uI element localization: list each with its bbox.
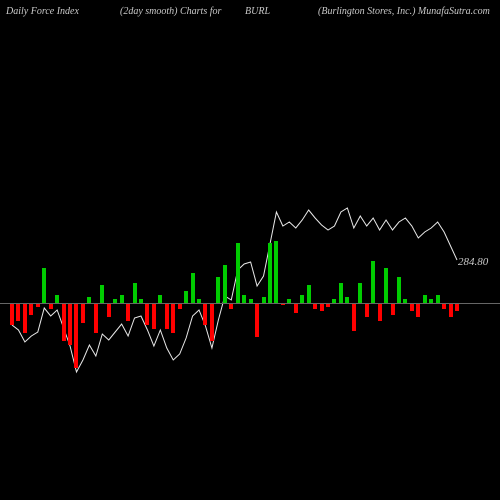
force-index-chart: Daily Force Index (2day smooth) Charts fo… xyxy=(0,0,500,500)
price-line-svg xyxy=(0,0,500,500)
force-bar xyxy=(133,283,137,303)
force-bar xyxy=(378,303,382,321)
force-bar xyxy=(120,295,124,303)
force-bar xyxy=(100,285,104,303)
title-segment: (2day smooth) Charts for xyxy=(120,6,221,17)
force-bar xyxy=(203,303,207,325)
force-bar xyxy=(107,303,111,317)
force-bar xyxy=(94,303,98,333)
force-bar xyxy=(294,303,298,313)
force-bar xyxy=(55,295,59,303)
force-bar xyxy=(449,303,453,317)
force-bar xyxy=(307,285,311,303)
last-value-label: 284.80 xyxy=(458,256,488,268)
force-bar xyxy=(255,303,259,337)
force-bar xyxy=(184,291,188,303)
force-bar xyxy=(23,303,27,333)
force-bar xyxy=(81,303,85,323)
force-bar xyxy=(10,303,14,325)
force-bar xyxy=(29,303,33,315)
force-bar xyxy=(223,265,227,303)
force-bar xyxy=(74,303,78,368)
force-bar xyxy=(171,303,175,333)
force-bar xyxy=(16,303,20,321)
force-bar xyxy=(358,283,362,303)
force-bar xyxy=(152,303,156,329)
force-bar xyxy=(126,303,130,321)
force-bar xyxy=(216,277,220,303)
force-bar xyxy=(158,295,162,303)
force-bar xyxy=(455,303,459,311)
force-bar xyxy=(165,303,169,329)
force-bar xyxy=(274,241,278,303)
plot-area xyxy=(0,0,500,500)
force-bar xyxy=(242,295,246,303)
title-segment: BURL xyxy=(245,6,270,17)
title-segment: Daily Force Index xyxy=(6,6,79,17)
force-bar xyxy=(145,303,149,325)
force-bar xyxy=(300,295,304,303)
force-bar xyxy=(397,277,401,303)
title-segment: (Burlington Stores, Inc.) MunafaSutra.co… xyxy=(318,6,490,17)
force-bar xyxy=(436,295,440,303)
force-bar xyxy=(416,303,420,317)
force-bar xyxy=(236,243,240,303)
force-bar xyxy=(320,303,324,311)
force-bar xyxy=(384,268,388,303)
force-bar xyxy=(68,303,72,345)
force-bar xyxy=(371,261,375,303)
price-line xyxy=(12,208,457,372)
force-bar xyxy=(268,243,272,303)
force-bar xyxy=(391,303,395,315)
force-bar xyxy=(365,303,369,317)
force-bar xyxy=(423,295,427,303)
force-bar xyxy=(210,303,214,341)
force-bar xyxy=(352,303,356,331)
force-bar xyxy=(62,303,66,341)
force-bar xyxy=(339,283,343,303)
force-bar xyxy=(42,268,46,303)
force-bar xyxy=(191,273,195,303)
baseline xyxy=(0,303,500,304)
force-bar xyxy=(410,303,414,311)
